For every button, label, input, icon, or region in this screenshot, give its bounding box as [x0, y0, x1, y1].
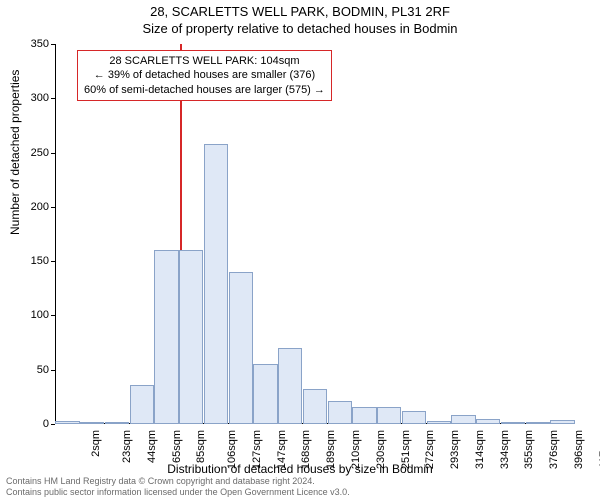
- histogram-bar: [179, 250, 203, 424]
- histogram-bar: [377, 407, 401, 424]
- y-tick-mark: [51, 261, 55, 262]
- y-tick-label: 250: [31, 147, 49, 159]
- histogram-bar: [550, 420, 574, 424]
- x-tick-label: 2sqm: [90, 430, 102, 457]
- annotation-box: 28 SCARLETTS WELL PARK: 104sqm ← 39% of …: [77, 50, 332, 101]
- y-tick-label: 300: [31, 92, 49, 104]
- x-axis-label: Distribution of detached houses by size …: [0, 462, 600, 476]
- y-tick-label: 200: [31, 201, 49, 213]
- y-tick-label: 350: [31, 38, 49, 50]
- y-tick-mark: [51, 153, 55, 154]
- histogram-bar: [154, 250, 178, 424]
- histogram-bar: [229, 272, 253, 424]
- page-subtitle: Size of property relative to detached ho…: [0, 19, 600, 36]
- footer-line-2: Contains public sector information licen…: [6, 487, 350, 498]
- y-tick-mark: [51, 98, 55, 99]
- histogram-bar: [427, 421, 451, 424]
- chart-area: 28 SCARLETTS WELL PARK: 104sqm ← 39% of …: [55, 44, 575, 424]
- histogram-bar: [253, 364, 277, 424]
- y-tick-mark: [51, 370, 55, 371]
- x-tick-label: 23sqm: [121, 430, 133, 463]
- y-axis-label: Number of detached properties: [8, 70, 22, 235]
- histogram-bar: [105, 422, 129, 424]
- annotation-line-1: 28 SCARLETTS WELL PARK: 104sqm: [84, 54, 325, 68]
- y-tick-mark: [51, 207, 55, 208]
- page-title: 28, SCARLETTS WELL PARK, BODMIN, PL31 2R…: [0, 0, 600, 19]
- x-tick-label: 65sqm: [171, 430, 183, 463]
- histogram-bar: [80, 422, 104, 424]
- footer-attribution: Contains HM Land Registry data © Crown c…: [6, 476, 350, 498]
- footer-line-1: Contains HM Land Registry data © Crown c…: [6, 476, 350, 487]
- y-tick-label: 100: [31, 309, 49, 321]
- y-tick-mark: [51, 44, 55, 45]
- histogram-bar: [352, 407, 376, 424]
- histogram-bar: [204, 144, 228, 424]
- annotation-line-2: ← 39% of detached houses are smaller (37…: [84, 68, 325, 82]
- y-axis-line: [55, 44, 56, 424]
- histogram-bar: [55, 421, 79, 424]
- x-tick-label: 44sqm: [146, 430, 158, 463]
- x-tick-label: 85sqm: [195, 430, 207, 463]
- histogram-bar: [303, 389, 327, 424]
- y-tick-mark: [51, 315, 55, 316]
- histogram-bar: [476, 419, 500, 424]
- histogram-bar: [501, 422, 525, 424]
- histogram-bar: [278, 348, 302, 424]
- histogram-bar: [526, 422, 550, 424]
- histogram-bar: [451, 415, 475, 424]
- annotation-line-3: 60% of semi-detached houses are larger (…: [84, 83, 325, 97]
- histogram-bar: [130, 385, 154, 424]
- histogram-bar: [328, 401, 352, 424]
- y-tick-label: 50: [37, 364, 49, 376]
- y-tick-mark: [51, 424, 55, 425]
- y-tick-label: 0: [43, 418, 49, 430]
- histogram-bar: [402, 411, 426, 424]
- y-tick-label: 150: [31, 255, 49, 267]
